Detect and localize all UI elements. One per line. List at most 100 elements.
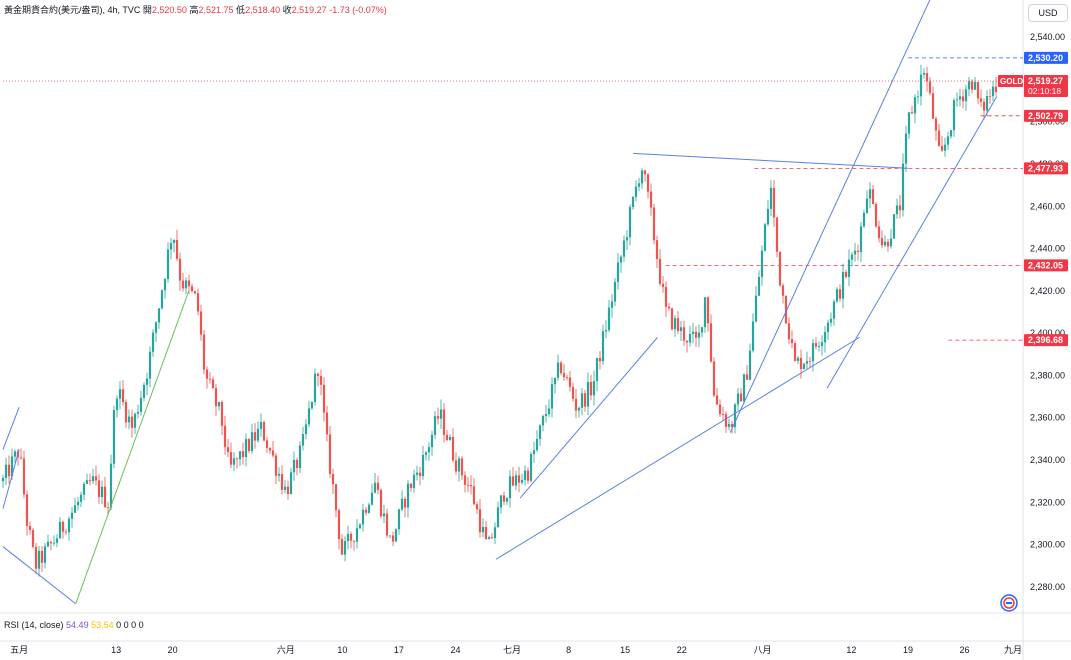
candle [583, 389, 587, 412]
candle-body [481, 526, 485, 533]
candle-body [460, 458, 464, 476]
candle [247, 437, 251, 454]
candle [961, 89, 965, 109]
candle-body [214, 388, 218, 407]
candle [88, 473, 92, 486]
candle [598, 350, 602, 370]
candle [562, 363, 566, 381]
candle [451, 428, 455, 463]
candle [367, 502, 371, 514]
candle [853, 242, 857, 262]
candle [478, 499, 482, 538]
time-axis[interactable]: 五月 13 20 六月 10 17 24 七月 8 15 22 八月 12 19 26 九月 [10, 644, 1022, 655]
candle [481, 518, 485, 538]
candle [670, 307, 674, 331]
time-tick-label: 六月 [277, 644, 295, 655]
candle-body [40, 550, 44, 563]
candle [145, 372, 149, 396]
candle-body [268, 447, 272, 451]
candle-body [508, 476, 512, 499]
candle-body [859, 226, 863, 253]
tradingview-logo-icon[interactable] [1000, 594, 1018, 612]
candle-body [499, 495, 503, 508]
candle [640, 168, 644, 189]
candle [745, 365, 749, 380]
candle-body [160, 290, 164, 309]
candle [259, 413, 263, 437]
candle [70, 507, 74, 528]
candle [982, 98, 986, 120]
candle [925, 66, 929, 92]
candle [73, 497, 77, 514]
candle [352, 540, 356, 551]
candle [502, 491, 506, 506]
price-axis[interactable]: 2,540.002,520.002,500.002,480.002,460.00… [998, 32, 1068, 592]
candle-body [97, 480, 101, 498]
candle [307, 400, 311, 428]
candle [439, 399, 443, 429]
candle-body [901, 163, 905, 211]
candle-body [238, 451, 242, 460]
candle [319, 369, 323, 396]
candle-body [427, 447, 431, 453]
candle-body [226, 447, 230, 453]
low-label: 低 [236, 5, 246, 15]
candle-body [364, 509, 368, 513]
candle-body [22, 458, 26, 495]
candle [118, 380, 122, 410]
candle [241, 442, 245, 465]
candle [547, 399, 551, 418]
candle [592, 370, 596, 406]
candle [661, 275, 665, 293]
candle-body [661, 283, 665, 288]
candle [817, 341, 821, 352]
candle [985, 90, 989, 117]
candle-body [73, 505, 77, 513]
candle-body [28, 525, 32, 531]
candle-body [106, 507, 110, 508]
candle [274, 452, 278, 485]
price-level-label: 2,502.79 [1028, 111, 1063, 121]
candle-body [115, 398, 119, 411]
candle [868, 182, 872, 209]
candle-body [262, 422, 266, 441]
price-level-tag [1024, 51, 1068, 64]
candle-body [952, 100, 956, 131]
candle [856, 244, 860, 261]
candle [217, 401, 221, 411]
price-level-label: 2,477.93 [1028, 163, 1063, 173]
candle [553, 377, 557, 394]
candle-body [133, 413, 137, 428]
candle-body [886, 241, 890, 247]
candle-body [202, 334, 206, 370]
candle-body [244, 439, 248, 458]
candle-body [754, 295, 758, 322]
candle [550, 377, 554, 418]
candle [649, 183, 653, 216]
candle [85, 473, 89, 485]
candle-body [769, 187, 773, 209]
candle-body [46, 541, 50, 547]
candle [604, 319, 608, 339]
candle-body [169, 242, 173, 250]
candle-body [595, 357, 599, 382]
currency-button[interactable]: USD [1028, 4, 1068, 22]
candle-body [853, 250, 857, 255]
candle-body [280, 473, 284, 490]
candle-body [673, 318, 677, 330]
candle-body [982, 101, 986, 111]
trend-line [826, 96, 998, 389]
candle-body [205, 369, 209, 379]
candle-body [919, 74, 923, 97]
candle-body [322, 384, 326, 413]
price-tick-label: 2,280.00 [1030, 582, 1065, 592]
candle-body [700, 327, 704, 333]
candle-body [397, 509, 401, 530]
candle-body [421, 454, 425, 477]
candle [13, 449, 17, 463]
candle [430, 430, 434, 456]
candle-body [913, 97, 917, 114]
candle [928, 77, 932, 96]
candle-body [967, 81, 971, 90]
